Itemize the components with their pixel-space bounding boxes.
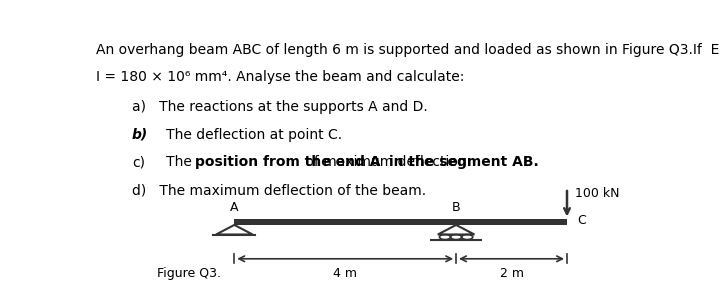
Text: B: B — [452, 201, 460, 214]
Text: An overhang beam ABC of length 6 m is supported and loaded as shown in Figure Q3: An overhang beam ABC of length 6 m is su… — [96, 43, 720, 57]
Text: in the segment AB.: in the segment AB. — [389, 156, 539, 169]
Text: The: The — [153, 156, 197, 169]
Text: c): c) — [132, 156, 145, 169]
Text: The deflection at point C.: The deflection at point C. — [153, 128, 342, 142]
Bar — [235, 219, 567, 225]
Text: C: C — [577, 214, 586, 227]
Text: 2 m: 2 m — [500, 267, 523, 280]
Text: b): b) — [132, 128, 148, 142]
Text: 4 m: 4 m — [333, 267, 357, 280]
Text: d)   The maximum deflection of the beam.: d) The maximum deflection of the beam. — [132, 183, 426, 197]
Text: I = 180 × 10⁶ mm⁴. Analyse the beam and calculate:: I = 180 × 10⁶ mm⁴. Analyse the beam and … — [96, 70, 464, 84]
Text: A: A — [230, 201, 238, 214]
Text: of maximum deflection: of maximum deflection — [301, 156, 471, 169]
Text: Figure Q3.: Figure Q3. — [157, 267, 221, 280]
Text: position from the end A: position from the end A — [195, 156, 380, 169]
Text: a)   The reactions at the supports A and D.: a) The reactions at the supports A and D… — [132, 100, 428, 114]
Text: 100 kN: 100 kN — [575, 187, 620, 200]
